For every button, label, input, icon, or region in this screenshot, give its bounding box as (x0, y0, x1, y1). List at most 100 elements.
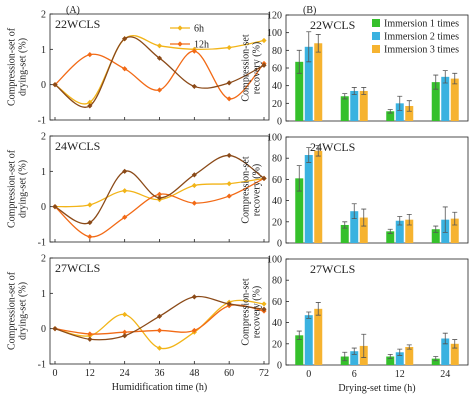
error-bar-s1-1 (296, 49, 302, 74)
y-tick-label: 2 (41, 254, 46, 265)
x-tick-label: 12 (395, 369, 405, 380)
series-line-1 (54, 299, 265, 350)
error-bar-s2-4 (442, 332, 448, 345)
y-axis-label: Compression-setrecovery (%) (241, 278, 263, 345)
error-bar-s2-2 (351, 87, 357, 95)
data-point-s3-4 (156, 55, 163, 61)
data-point-s2-4 (156, 191, 163, 197)
data-point-s3-2 (87, 336, 93, 342)
data-point-s3-2 (87, 219, 93, 226)
error-bar-s3-1 (315, 145, 321, 157)
data-point-s3-6 (226, 152, 232, 159)
bar-s2-3 (395, 103, 404, 121)
bar-s3-1 (314, 43, 323, 122)
data-point-s2-5 (191, 48, 197, 54)
x-tick-label: 72 (259, 368, 269, 379)
y-tick-label: 120 (267, 11, 282, 22)
error-bar-s3-4 (452, 211, 458, 226)
bar-s2-3 (395, 352, 404, 365)
data-point-s2-5 (191, 327, 197, 334)
x-tick-label: 0 (53, 368, 58, 379)
plot-frame (285, 136, 469, 244)
data-point-s2-3 (122, 66, 128, 72)
x-tick-label: 0 (306, 369, 311, 380)
y-tick-label: 40 (272, 81, 282, 92)
y-tick-label: 100 (267, 255, 282, 266)
panel-title: 27WCLS (310, 262, 355, 276)
error-bar-s3-4 (452, 72, 458, 85)
legend-swatch (372, 45, 380, 53)
y-tick-label: 40 (272, 318, 282, 329)
x-axis-label: Drying-set time (h) (338, 383, 415, 394)
bar-s2-1 (304, 46, 313, 121)
y-tick-label: 0 (41, 80, 46, 91)
legend-swatch (372, 19, 380, 27)
legend-swatch-marker (177, 41, 183, 47)
error-bar-s3-3 (406, 213, 412, 226)
x-tick-label: 48 (189, 368, 199, 379)
y-tick-label: -1 (38, 116, 46, 127)
panel-2: -1 0 1 2 24WCLS Compression-set ofdrying-set … (7, 132, 270, 249)
data-point-s3-6 (226, 301, 232, 307)
error-bar-s1-4 (433, 225, 439, 233)
error-bar-s1-4 (433, 356, 439, 362)
bar-s2-2 (350, 211, 359, 243)
y-tick-label: 60 (272, 64, 282, 75)
error-bar-s2-3 (397, 216, 403, 226)
error-bar-s2-1 (306, 31, 312, 63)
y-tick-label: 20 (272, 217, 282, 228)
x-tick-label: 24 (440, 369, 450, 380)
data-point-s3-4 (156, 195, 163, 201)
bar-s2-1 (304, 315, 313, 365)
y-axis-label: Compression-set ofdrying-set (%) (7, 271, 29, 350)
y-tick-label: 0 (41, 324, 46, 335)
error-bar-s3-3 (406, 100, 412, 112)
data-point-s1-7 (261, 301, 267, 307)
bar-s1-2 (340, 96, 349, 121)
error-bar-s3-2 (361, 208, 367, 227)
legend-label: Immersion 1 times (384, 19, 459, 30)
bar-s3-1 (314, 150, 323, 243)
x-tick-label: 60 (224, 368, 234, 379)
data-point-s3-7 (261, 62, 267, 68)
panel-title: 24WCLS (310, 140, 355, 154)
data-point-s3-3 (122, 333, 128, 339)
bar-s3-2 (359, 217, 368, 243)
bar-s3-4 (450, 218, 459, 243)
error-bar-s2-2 (351, 203, 357, 220)
error-bar-s3-3 (406, 344, 412, 350)
panel-title: 24WCLS (55, 139, 100, 153)
bar-s1-4 (431, 82, 440, 121)
series-line-3 (54, 154, 265, 225)
data-point-s2-2 (87, 234, 93, 240)
error-bar-s2-3 (397, 348, 403, 356)
y-tick-label: 0 (277, 117, 282, 128)
bar-s3-4 (450, 78, 459, 121)
y-tick-label: 80 (272, 46, 282, 57)
y-tick-label: 0 (277, 239, 282, 250)
legend-label: Immersion 2 times (384, 32, 459, 43)
y-tick-label: -1 (38, 360, 46, 371)
error-bar-s1-2 (342, 351, 348, 362)
bar-s1-1 (295, 335, 304, 365)
error-bar-s1-3 (387, 354, 393, 360)
legend-label: 12h (194, 40, 209, 51)
data-point-s1-2 (87, 202, 93, 208)
data-point-s2-2 (87, 331, 93, 337)
bar-s1-4 (431, 358, 440, 365)
error-bar-s3-4 (452, 339, 458, 349)
bar-s1-1 (295, 61, 304, 121)
bar-s2-2 (350, 351, 359, 365)
y-tick-label: 60 (272, 175, 282, 186)
panel-1: -1 0 1 2 22WCLS 6h 12h Compression-set ofdrying… (7, 10, 270, 127)
y-tick-label: 100 (267, 133, 282, 144)
bar-s1-2 (340, 224, 349, 243)
panel-title: 27WCLS (55, 261, 100, 275)
y-tick-label: 1 (41, 167, 46, 178)
panel-title: 22WCLS (310, 18, 355, 32)
error-bar-s2-4 (442, 70, 448, 84)
y-tick-label: -1 (38, 238, 46, 249)
data-point-s1-4 (156, 345, 163, 351)
data-point-s2-5 (191, 200, 197, 206)
